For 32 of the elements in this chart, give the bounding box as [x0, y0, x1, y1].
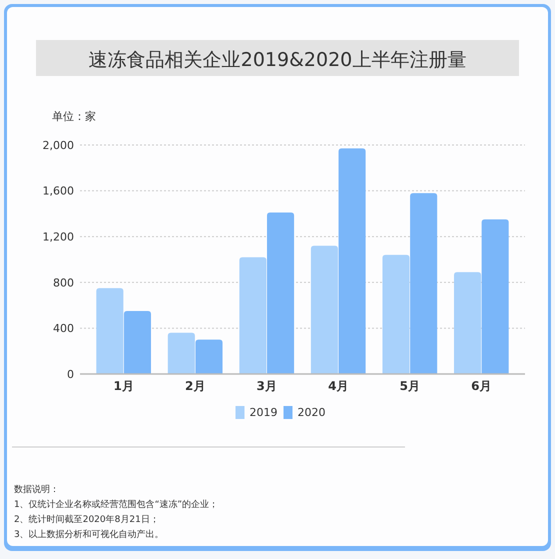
text: 3、以上数据分析和可视化自动产出。 — [14, 529, 164, 540]
text: 数据说明： — [14, 484, 59, 495]
text: 2、统计时间截至2020年8月21日； — [14, 514, 159, 525]
bar — [338, 148, 366, 374]
bar — [454, 272, 482, 374]
x-tick-label: 4月 — [328, 379, 348, 393]
bar — [382, 254, 410, 374]
text: 1、仅统计企业名称或经营范围包含“速冻”的企业； — [14, 499, 218, 510]
bar — [310, 246, 338, 374]
y-tick-label: 400 — [53, 322, 74, 336]
x-tick-label: 1月 — [113, 379, 134, 393]
y-tick-label: 800 — [53, 276, 74, 290]
y-tick-label: 1,200 — [42, 230, 74, 244]
legend-label: 2019 — [250, 406, 278, 419]
bar — [96, 288, 124, 374]
bar — [239, 257, 266, 374]
bar — [482, 219, 509, 374]
legend-label: 2020 — [298, 406, 326, 419]
bar — [195, 340, 223, 374]
x-tick-label: 5月 — [400, 379, 420, 393]
bar — [168, 332, 195, 374]
x-tick-label: 3月 — [256, 379, 277, 393]
bar — [124, 311, 151, 374]
y-axis-title: 单位：家 — [52, 110, 96, 123]
y-tick-label: 1,600 — [42, 184, 74, 198]
y-tick-label: 0 — [67, 368, 74, 381]
bar — [267, 212, 294, 374]
bar — [410, 193, 438, 374]
x-tick-label: 2月 — [185, 379, 206, 393]
x-tick-label: 6月 — [471, 379, 492, 393]
chart-title: 速冻食品相关企业2019&2020上半年注册量 — [88, 49, 466, 71]
y-tick-label: 2,000 — [42, 138, 74, 152]
